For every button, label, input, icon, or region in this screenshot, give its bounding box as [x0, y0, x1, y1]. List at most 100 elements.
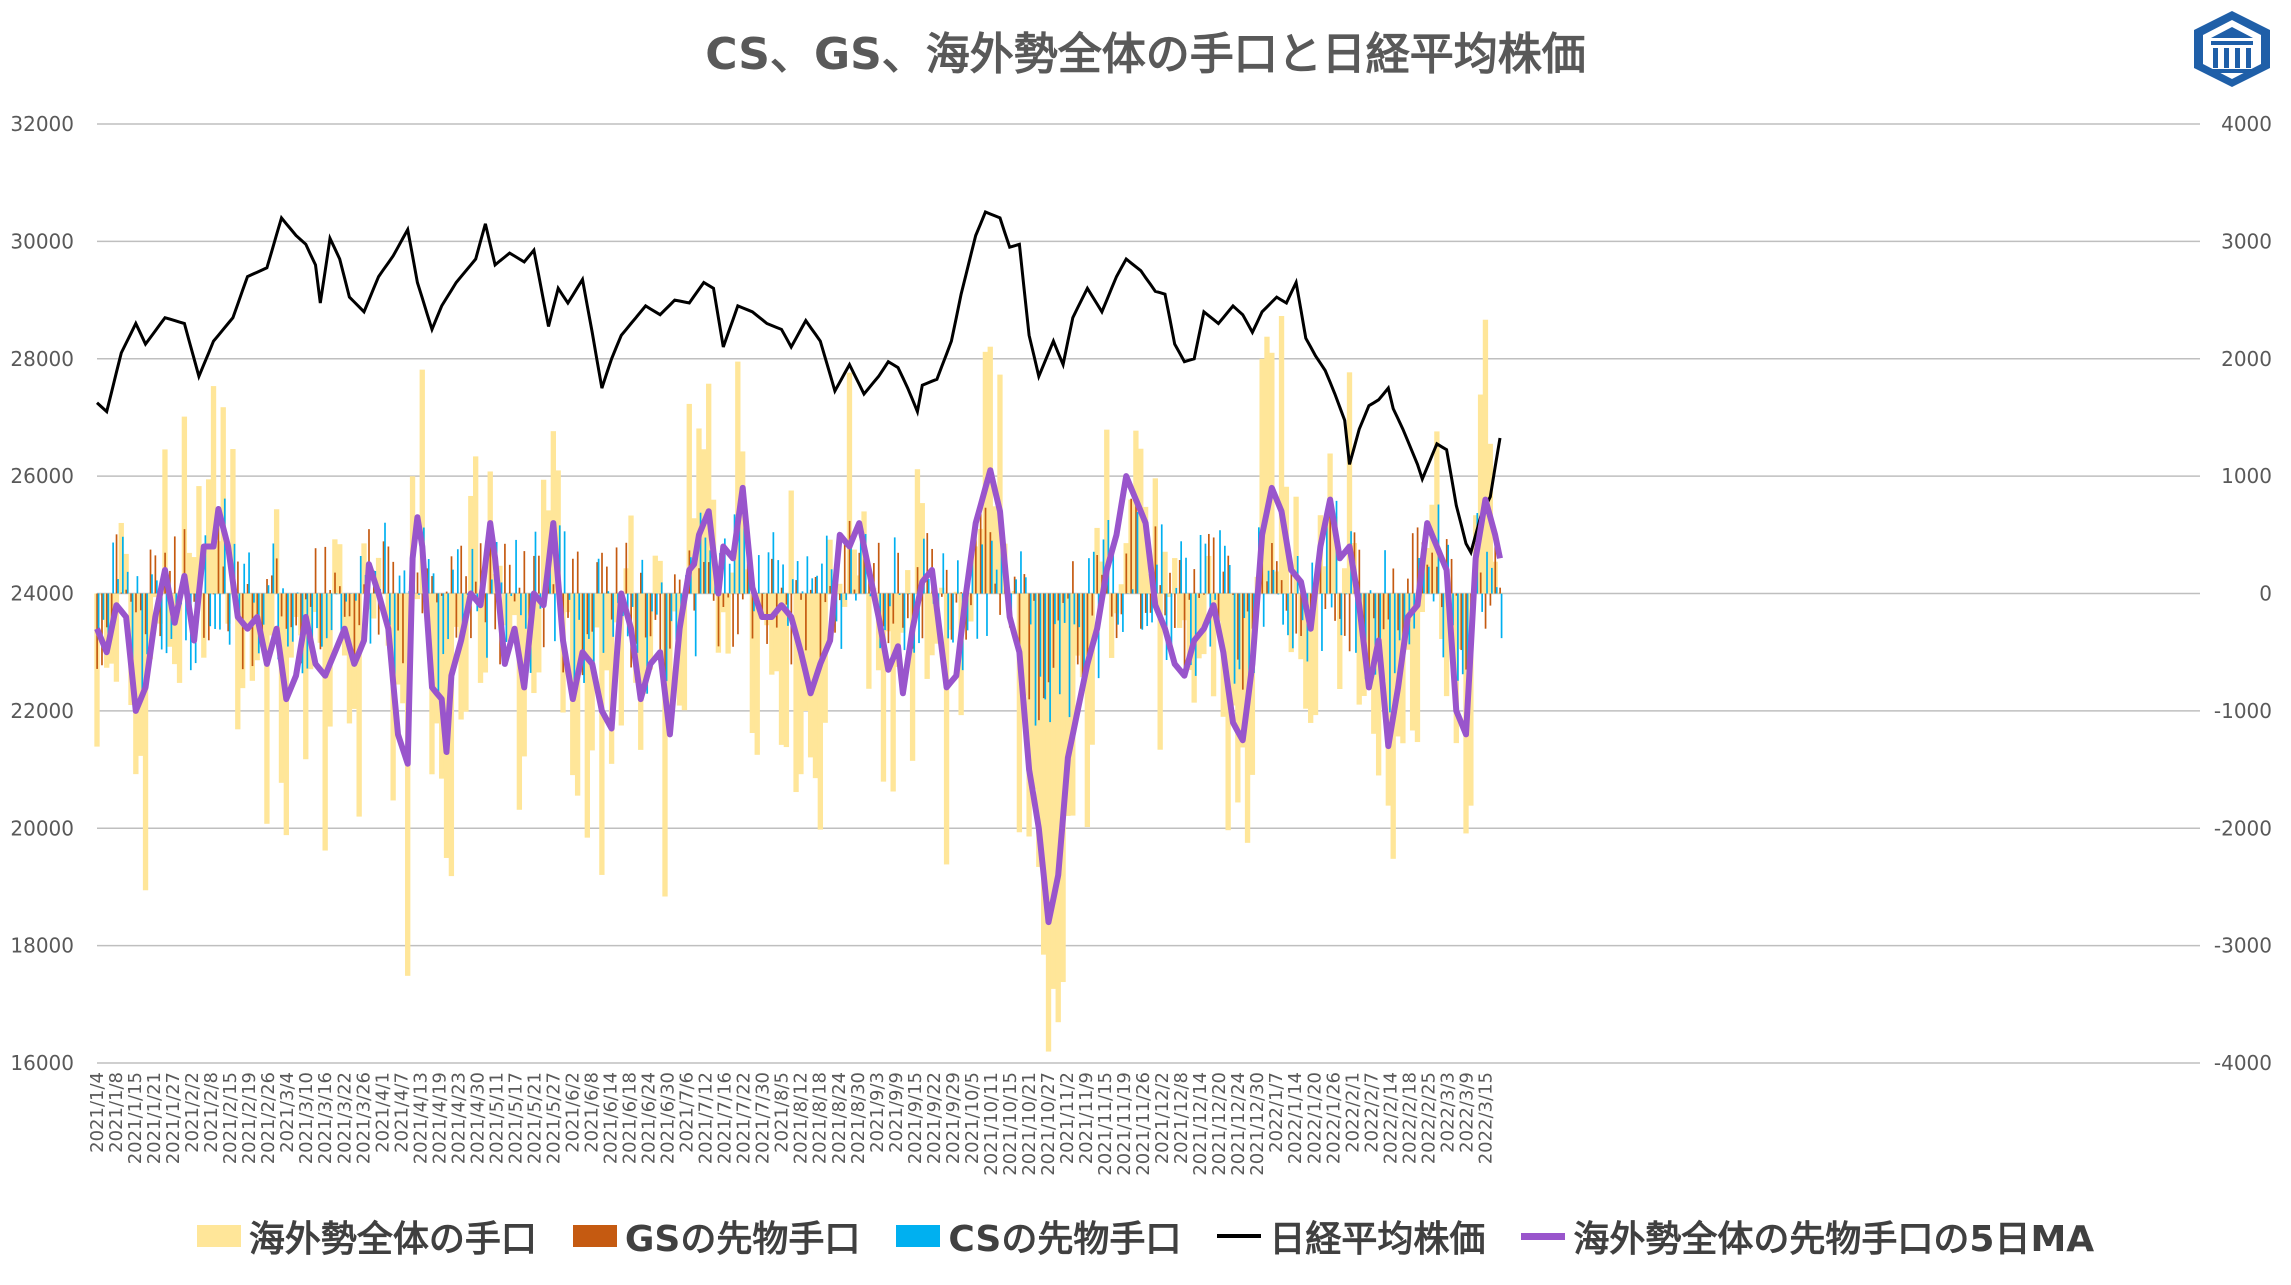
bar-gs [644, 593, 647, 638]
bar-cs [1330, 593, 1333, 608]
bar-cs [772, 532, 775, 594]
bar-foreign-total [841, 593, 848, 607]
bar-cs [636, 593, 639, 653]
bar-cs [151, 574, 153, 594]
bar-foreign-total [1045, 593, 1052, 1052]
bar-cs [723, 538, 726, 594]
bar-cs [340, 593, 343, 637]
x-tick-label: 2021/6/2 [562, 1072, 583, 1153]
x-tick-label: 2021/5/11 [486, 1072, 507, 1164]
bar-foreign-total [909, 593, 916, 761]
bar-cs [262, 593, 265, 625]
bar-foreign-total [783, 593, 790, 748]
bar-cs [966, 593, 969, 631]
bar-foreign-total [94, 593, 100, 747]
bar-gs [1309, 593, 1312, 609]
bar-foreign-total [1230, 593, 1236, 706]
bar-foreign-total [147, 593, 154, 660]
bar-cs [738, 519, 741, 594]
bar-foreign-total [273, 509, 280, 594]
bar-gs [979, 504, 982, 594]
bar-gs [955, 593, 958, 603]
bar-foreign-total [662, 593, 668, 897]
bar-gs [139, 593, 142, 611]
bar-gs [698, 568, 700, 594]
bar-gs [615, 547, 618, 594]
x-tick-label: 2022/3/3 [1437, 1072, 1458, 1153]
x-tick-label: 2021/10/21 [1019, 1072, 1040, 1176]
x-tick-label: 2021/9/3 [867, 1072, 888, 1153]
bar-gs [271, 575, 273, 594]
bar-gs [402, 593, 404, 664]
bar-cs [282, 588, 284, 594]
bar-foreign-total [113, 593, 120, 682]
bar-gs [1091, 593, 1094, 616]
bar-cs [1063, 593, 1066, 623]
bar-cs [452, 569, 454, 594]
bar-cs [1092, 551, 1095, 594]
bar-foreign-total [749, 593, 756, 734]
bar-foreign-total [511, 593, 518, 616]
bar-foreign-total [735, 361, 741, 594]
x-tick-label: 2021/2/2 [182, 1072, 203, 1153]
bar-gs [1407, 578, 1409, 594]
bar-foreign-total [613, 593, 620, 623]
x-tick-label: 2022/2/18 [1399, 1072, 1420, 1164]
bar-gs [115, 534, 118, 594]
bar-cs [1102, 539, 1105, 594]
bar-foreign-total [1065, 593, 1071, 816]
bar-foreign-total [419, 369, 425, 594]
bar-gs [144, 593, 147, 635]
bar-cs [389, 593, 391, 626]
bar-cs [1311, 562, 1314, 594]
x-tick-label: 2021/12/30 [1247, 1072, 1268, 1176]
bar-cs [1141, 593, 1144, 630]
bar-cs [1398, 593, 1401, 641]
x-tick-label: 2022/2/1 [1342, 1072, 1363, 1153]
bar-foreign-total [477, 593, 484, 683]
bar-cs [753, 593, 755, 612]
bar-cs [1384, 550, 1386, 594]
bar-gs [970, 593, 972, 606]
bar-cs [704, 537, 707, 594]
bar-gs [829, 585, 832, 594]
bar-cs [243, 563, 246, 594]
bar-foreign-total [1322, 566, 1328, 594]
bar-cs [884, 593, 886, 631]
bar-gs [1130, 498, 1133, 594]
bar-foreign-total [696, 428, 702, 594]
bar-foreign-total [458, 593, 464, 720]
x-tick-label: 2021/3/10 [296, 1072, 317, 1164]
bar-gs [1237, 593, 1239, 660]
bar-cs [461, 593, 464, 623]
legend-item: CSの先物手口 [896, 1210, 1181, 1262]
bar-gs [1174, 593, 1176, 628]
bar-cs [583, 593, 585, 683]
bar-foreign-total [516, 593, 523, 810]
bar-gs [1164, 593, 1166, 616]
bar-gs [445, 591, 448, 594]
bar-cs [1160, 524, 1163, 594]
bar-foreign-total [773, 593, 780, 672]
chart-title: CS、GS、海外勢全体の手口と日経平均株価 [705, 29, 1586, 80]
bar-foreign-total [1356, 593, 1362, 705]
bar-gs [1324, 593, 1327, 610]
bar-gs [601, 552, 603, 594]
bar-gs [1465, 593, 1467, 670]
bar-foreign-total [1337, 593, 1343, 690]
x-tick-label: 2021/10/27 [1038, 1072, 1059, 1176]
bar-gs [387, 546, 390, 594]
series-line-nikkei [95, 210, 1502, 557]
bar-foreign-total [1104, 429, 1110, 594]
bar-foreign-total [1026, 593, 1032, 837]
bar-gs [1033, 593, 1035, 601]
bar-gs [877, 542, 880, 594]
bar-cs [893, 537, 896, 594]
bar-cs [296, 592, 299, 594]
bar-gs [358, 593, 361, 626]
bar-foreign-total [1167, 593, 1173, 598]
bar-cs [1282, 593, 1284, 625]
bar-gs [1295, 593, 1298, 634]
x-tick-label: 2021/4/7 [391, 1072, 412, 1153]
bar-foreign-total [405, 593, 411, 976]
